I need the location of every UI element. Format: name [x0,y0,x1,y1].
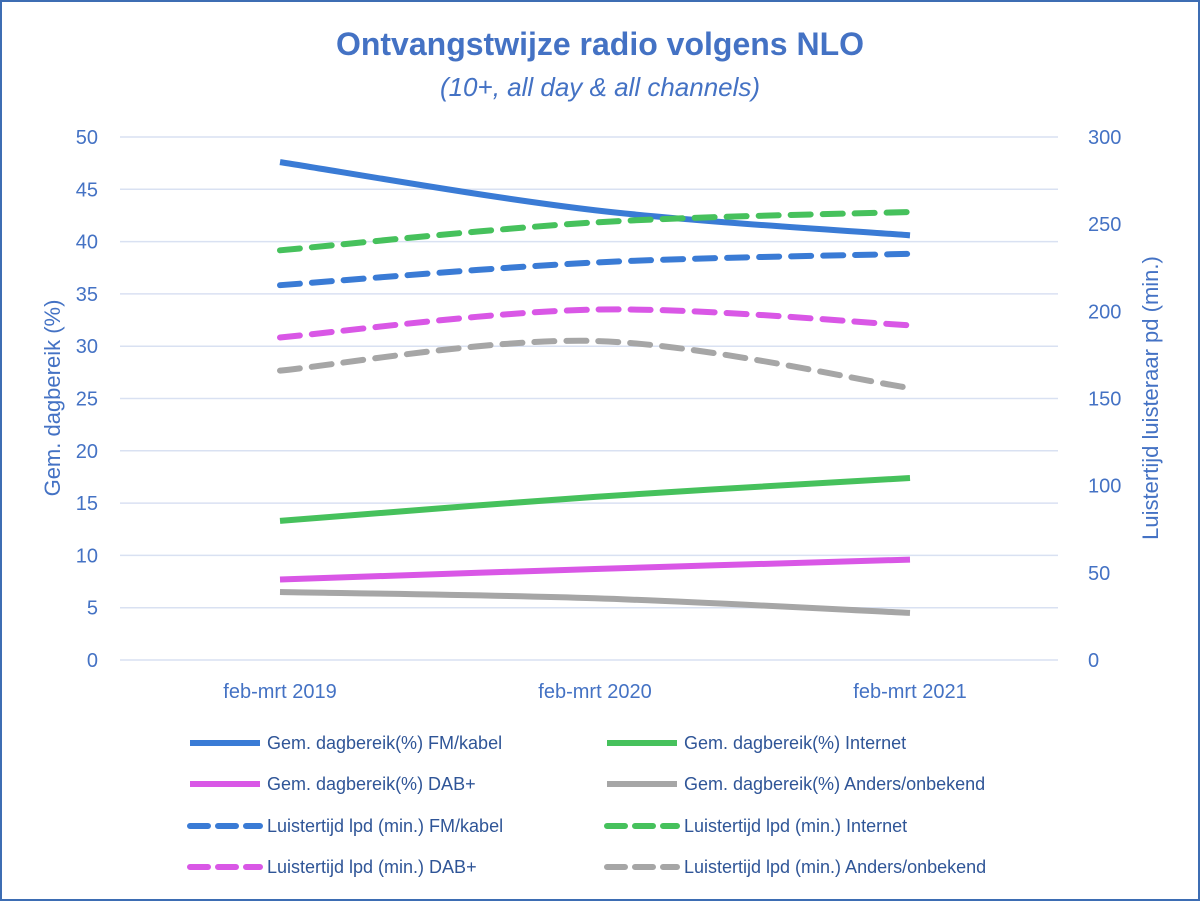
legend-label: Luistertijd lpd (min.) Anders/onbekend [684,857,986,877]
series-lines [277,159,913,616]
series-line-4 [279,589,911,616]
right-axis-ticks: 0 50 100 150 200 250 300 [1088,127,1121,672]
series-line-1 [279,159,911,239]
legend-item: Luistertijd lpd (min.) DAB+ [187,857,477,877]
legend-label: Gem. dagbereik(%) Anders/onbekend [684,774,985,794]
x-axis-ticks: feb-mrt 2019 feb-mrt 2020 feb-mrt 2021 [223,681,966,703]
legend-item: Gem. dagbereik(%) Anders/onbekend [607,774,985,794]
series-line-3 [279,556,911,583]
legend-label: Gem. dagbereik(%) FM/kabel [267,733,502,753]
left-tick-label: 50 [76,127,98,149]
legend-label: Luistertijd lpd (min.) Internet [684,816,907,836]
right-tick-label: 150 [1088,389,1121,411]
left-tick-label: 25 [76,389,98,411]
left-tick-label: 40 [76,232,98,254]
series-line-7 [277,306,913,341]
series-line-8 [277,337,913,392]
left-tick-label: 0 [87,650,98,672]
legend-label: Gem. dagbereik(%) Internet [684,733,906,753]
right-tick-label: 250 [1088,214,1121,236]
series-line-2 [279,475,911,524]
legend-item: Gem. dagbereik(%) Internet [607,733,906,753]
legend-item: Gem. dagbereik(%) FM/kabel [190,733,502,753]
series-line-5 [277,250,913,289]
chart-subtitle: (10+, all day & all channels) [440,72,760,102]
legend-item: Gem. dagbereik(%) DAB+ [190,774,476,794]
left-tick-label: 35 [76,284,98,306]
left-tick-label: 5 [87,598,98,620]
left-axis-ticks: 0 5 10 15 20 25 30 35 40 45 50 [76,127,98,672]
right-tick-label: 50 [1088,563,1110,585]
right-tick-label: 0 [1088,650,1099,672]
right-tick-label: 300 [1088,127,1121,149]
legend-item: Luistertijd lpd (min.) FM/kabel [187,816,503,836]
legend-item: Luistertijd lpd (min.) Internet [604,816,907,836]
left-tick-label: 30 [76,336,98,358]
series-line-6 [277,208,913,254]
legend-item: Luistertijd lpd (min.) Anders/onbekend [604,857,986,877]
left-tick-label: 10 [76,545,98,567]
legend-label: Luistertijd lpd (min.) FM/kabel [267,816,503,836]
x-tick-label: feb-mrt 2020 [538,681,651,703]
right-axis-title: Luistertijd luisteraar pd (min.) [1138,256,1163,540]
right-tick-label: 100 [1088,476,1121,498]
left-tick-label: 45 [76,179,98,201]
x-tick-label: feb-mrt 2021 [853,681,966,703]
legend-label: Luistertijd lpd (min.) DAB+ [267,857,477,877]
x-tick-label: feb-mrt 2019 [223,681,336,703]
gridlines [120,136,1058,661]
legend-label: Gem. dagbereik(%) DAB+ [267,774,476,794]
legend: Gem. dagbereik(%) FM/kabel Gem. dagbereik… [187,733,986,877]
right-tick-label: 200 [1088,301,1121,323]
chart-title: Ontvangstwijze radio volgens NLO [336,26,864,62]
left-tick-label: 20 [76,441,98,463]
left-axis-title: Gem. dagbereik (%) [40,300,65,497]
left-tick-label: 15 [76,493,98,515]
